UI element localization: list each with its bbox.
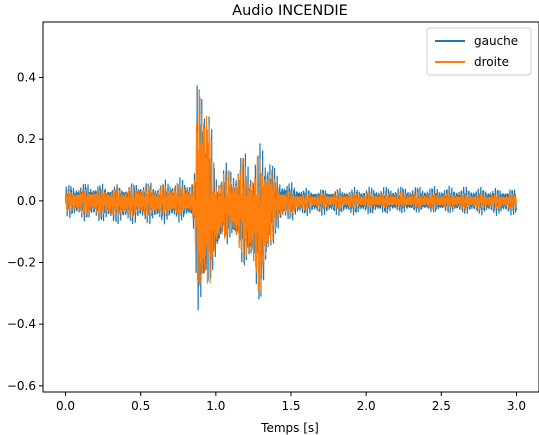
x-tick-label: 0.5 bbox=[131, 399, 150, 413]
y-tick-label: 0.4 bbox=[17, 71, 36, 85]
x-tick-label: 1.5 bbox=[281, 399, 300, 413]
x-tick-label: 1.0 bbox=[206, 399, 225, 413]
x-axis-label: Temps [s] bbox=[260, 421, 319, 435]
y-tick-label: −0.6 bbox=[7, 379, 36, 393]
x-tick-label: 3.0 bbox=[507, 399, 526, 413]
y-tick-label: 0.0 bbox=[17, 194, 36, 208]
legend-box bbox=[426, 27, 532, 76]
x-tick-label: 2.0 bbox=[357, 399, 376, 413]
y-tick-label: −0.4 bbox=[7, 317, 36, 331]
legend: gauche droite bbox=[426, 27, 532, 76]
legend-label-droite: droite bbox=[474, 55, 509, 69]
chart-title: Audio INCENDIE bbox=[232, 3, 348, 19]
legend-label-gauche: gauche bbox=[474, 34, 518, 48]
y-tick-label: −0.2 bbox=[7, 256, 36, 270]
series-layer bbox=[64, 85, 517, 311]
x-tick-label: 2.5 bbox=[432, 399, 451, 413]
x-tick-label: 0.0 bbox=[56, 399, 75, 413]
series-droite bbox=[64, 90, 517, 292]
y-tick-label: 0.2 bbox=[17, 132, 36, 146]
axes-layer: 0.0 0.5 1.0 1.5 2.0 2.5 3.0 −0.6 −0.4 −0.2 0.0 0.2 0… bbox=[7, 21, 539, 413]
